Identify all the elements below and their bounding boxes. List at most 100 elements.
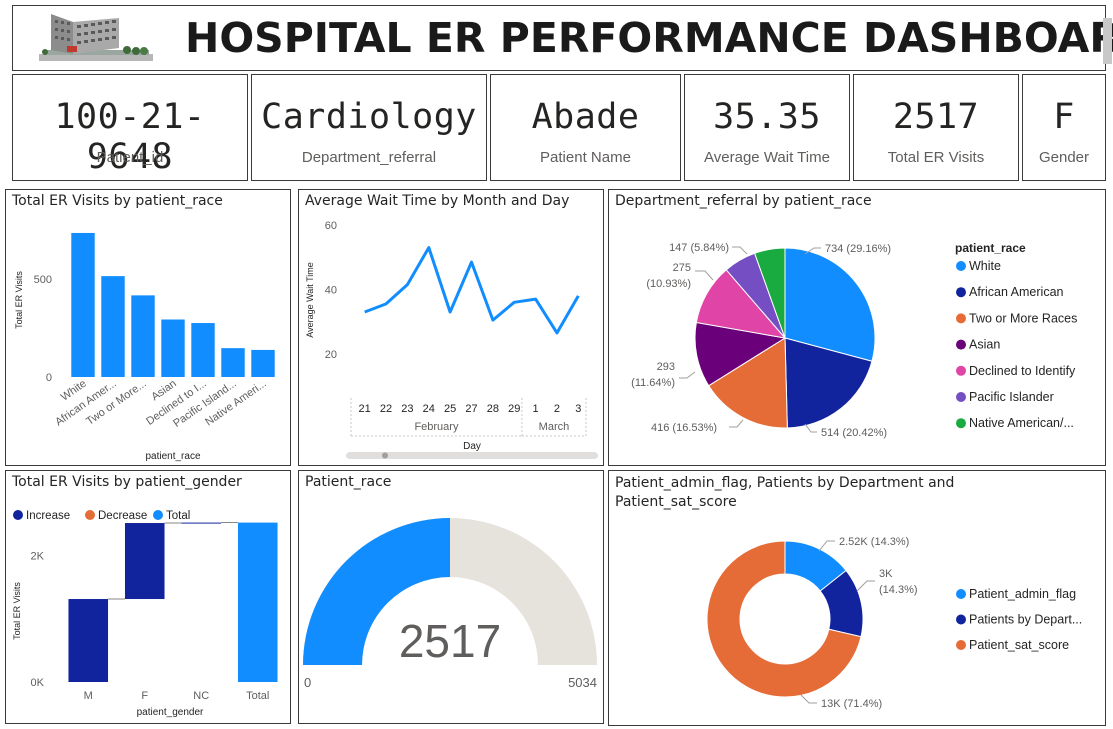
- x-tick-label: F: [141, 690, 148, 702]
- y-tick-label: 0: [46, 372, 52, 384]
- x-tick-label: 29: [508, 403, 520, 415]
- legend-marker: [956, 287, 966, 298]
- data-label: 2.52K (14.3%): [839, 536, 909, 548]
- card-label: Average Wait Time: [704, 149, 830, 166]
- bar: [131, 295, 155, 377]
- data-label: (11.64%): [631, 377, 675, 389]
- header-banner: HOSPITAL ER PERFORMANCE DASHBOARD: [12, 5, 1113, 71]
- visual-admin-donut[interactable]: Patient_admin_flag, Patients by Departme…: [608, 470, 1106, 726]
- card-label: Total ER Visits: [887, 149, 985, 166]
- x-axis-label: patient_gender: [137, 707, 204, 718]
- card-label: Gender: [1038, 149, 1090, 166]
- bar: [181, 522, 222, 524]
- bar: [68, 599, 109, 682]
- leader-line: [695, 270, 714, 281]
- legend-item: Asian: [969, 338, 1000, 352]
- data-label: 3K: [879, 568, 893, 580]
- card-value: 2517: [892, 97, 980, 137]
- card-label: Patient Name: [540, 149, 631, 166]
- gauge-fill: [303, 518, 450, 665]
- card-value: 100-21-9648: [54, 97, 206, 177]
- x-group-label: March: [539, 421, 570, 433]
- waterfall-chart-gender: Increase Decrease Total 0K 2K M F NC Total patien…: [12, 510, 278, 718]
- legend-marker: [956, 614, 966, 625]
- legend-marker: [956, 392, 966, 402]
- line-series: [364, 246, 580, 335]
- visual-title: Patient_race: [305, 474, 392, 490]
- data-label: (10.93%): [646, 278, 691, 290]
- donut-slice: [706, 540, 862, 698]
- legend-item: Patients by Depart...: [969, 613, 1082, 627]
- x-tick-label: 28: [487, 403, 499, 415]
- visual-department-pie[interactable]: Department_referral by patient_race 734 …: [608, 189, 1106, 466]
- x-tick-label: 3: [575, 403, 581, 415]
- leader-line: [729, 419, 744, 428]
- donut-chart: 2.52K (14.3%) 3K (14.3%) 13K (71.4%) Patient…: [706, 536, 1082, 710]
- x-axis-label: patient_race: [145, 451, 200, 462]
- leader-line: [804, 247, 821, 255]
- data-label: 416 (16.53%): [651, 422, 717, 434]
- x-tick-label: 23: [401, 403, 413, 415]
- x-tick-label: NC: [193, 690, 209, 702]
- card-value: Cardiology: [261, 97, 477, 137]
- legend-item: Total: [166, 510, 190, 522]
- visual-title: Average Wait Time by Month and Day: [305, 193, 570, 209]
- legend-marker: [13, 510, 23, 520]
- legend-item: Two or More Races: [969, 311, 1077, 325]
- card-department-referral[interactable]: Cardiology Department_referral: [251, 74, 487, 181]
- gauge-chart: 2517 0 5034: [303, 518, 597, 690]
- visual-patient-race-gauge[interactable]: Patient_race 2517 0 5034: [298, 470, 604, 724]
- y-tick-label: 40: [325, 284, 337, 296]
- visual-title: Total ER Visits by patient_race: [12, 193, 223, 209]
- pie-chart-race: 734 (29.16%) 514 (20.42%) 416 (16.53%) 293 (…: [631, 241, 1077, 439]
- legend-item: Patient_admin_flag: [969, 587, 1076, 601]
- x-tick-label: 24: [423, 403, 435, 415]
- scrollbar-thumb[interactable]: [1103, 18, 1112, 64]
- pie-slice: [784, 247, 876, 362]
- visual-visits-by-gender[interactable]: Total ER Visits by patient_gender Increa…: [5, 470, 291, 724]
- x-tick-label: M: [84, 690, 93, 702]
- y-axis-label: Total ER Visits: [12, 582, 22, 640]
- visual-wait-time-line[interactable]: Average Wait Time by Month and Day 20 40 6…: [298, 189, 604, 466]
- data-label: 293: [657, 361, 675, 373]
- bar: [124, 523, 165, 600]
- x-tick-label: 2: [554, 403, 560, 415]
- legend-marker: [956, 261, 966, 271]
- dashboard-title: HOSPITAL ER PERFORMANCE DASHBOARD: [185, 14, 1113, 62]
- bar: [71, 232, 95, 377]
- y-axis-label: Total ER Visits: [14, 271, 24, 329]
- data-label: 13K (71.4%): [821, 698, 882, 710]
- pie-slice: [784, 337, 873, 429]
- visual-visits-by-race[interactable]: Total ER Visits by patient_race 0 500 Whit…: [5, 189, 291, 466]
- gauge-max-label: 5034: [568, 675, 597, 690]
- legend-item: White: [969, 259, 1001, 273]
- visual-title: Patient_admin_flag, Patients by Departme…: [615, 475, 955, 510]
- card-patient-name[interactable]: Abade Patient Name: [490, 74, 681, 181]
- legend-item: Pacific Islander: [969, 390, 1054, 404]
- y-tick-label: 20: [325, 349, 337, 361]
- leader-line: [800, 694, 817, 704]
- x-scrollbar-handle: [382, 452, 388, 459]
- y-tick-label: 0K: [31, 677, 45, 689]
- y-tick-label: 60: [325, 220, 337, 232]
- pie-slice: [707, 337, 788, 429]
- x-tick-label: 21: [359, 403, 371, 415]
- card-total-er-visits[interactable]: 2517 Total ER Visits: [853, 74, 1019, 181]
- card-average-wait-time[interactable]: 35.35 Average Wait Time: [684, 74, 850, 181]
- card-patient-id[interactable]: 100-21-9648 Patient_id: [12, 74, 248, 181]
- legend-marker: [956, 339, 966, 350]
- legend-marker: [956, 589, 966, 599]
- card-gender[interactable]: F Gender: [1022, 74, 1106, 181]
- card-value: 35.35: [713, 97, 821, 137]
- card-label: Patient_id: [96, 149, 164, 166]
- x-tick-label: 27: [465, 403, 477, 415]
- x-scrollbar: [346, 452, 598, 459]
- card-value: Abade: [531, 97, 640, 137]
- bar: [251, 349, 275, 377]
- x-group-label: February: [414, 421, 459, 433]
- visual-title: Total ER Visits by patient_gender: [12, 474, 242, 490]
- legend-marker: [85, 510, 95, 520]
- legend-item: Declined to Identify: [969, 364, 1076, 378]
- bar: [191, 323, 215, 377]
